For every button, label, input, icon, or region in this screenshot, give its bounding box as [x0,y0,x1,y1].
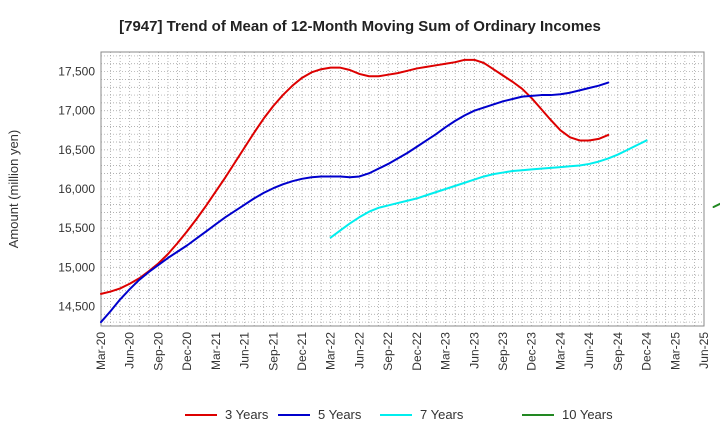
x-tick-labels: Mar-20 Jun-20 Sep-20 Dec-20 Mar-21 Jun-21 Sep-… [94,332,711,371]
legend-label: 10 Years [562,407,613,422]
x-tick-label: Mar-21 [209,332,223,370]
series-line-7-years [329,139,648,239]
x-tick-label: Mar-22 [324,332,338,370]
x-tick-label: Sep-20 [151,332,165,371]
plot-area [100,51,705,327]
x-tick-label: Dec-23 [525,332,539,371]
x-tick-label: Dec-21 [295,332,309,371]
legend-label: 3 Years [225,407,269,422]
x-tick-label: Dec-20 [180,332,194,371]
x-tick-label: Jun-24 [582,332,596,369]
series-lines [100,58,720,324]
x-tick-label: Mar-20 [94,332,108,370]
x-tick-label: Jun-20 [123,332,137,369]
y-tick-label: 17,000 [58,104,95,118]
x-tick-label: Sep-22 [381,332,395,371]
y-tick-label: 14,500 [58,299,95,313]
y-tick-label: 16,000 [58,182,95,196]
x-tick-label: Sep-24 [611,332,625,371]
y-tick-label: 16,500 [58,143,95,157]
legend-label: 5 Years [318,407,362,422]
x-tick-label: Mar-25 [668,332,682,370]
x-tick-label: Sep-23 [496,332,510,371]
chart-title: [7947] Trend of Mean of 12-Month Moving … [119,18,601,35]
series-line-10-years [712,202,720,209]
x-tick-label: Jun-25 [697,332,711,369]
y-tick-label: 15,500 [58,221,95,235]
legend-label: 7 Years [420,407,464,422]
x-tick-label: Dec-22 [410,332,424,371]
series-line-3-years [100,58,610,295]
legend: 3 Years 5 Years 7 Years 10 Years [185,407,613,422]
x-tick-label: Dec-24 [640,332,654,371]
y-tick-labels: 14,500 15,000 15,500 16,000 16,500 17,000 17,5… [58,65,95,314]
x-tick-label: Mar-24 [553,332,567,370]
x-tick-label: Jun-23 [467,332,481,369]
x-tick-label: Jun-22 [352,332,366,369]
y-axis-label: Amount (million yen) [6,130,21,249]
x-tick-label: Sep-21 [266,332,280,371]
series-line-5-years [100,81,610,324]
grid [101,52,704,326]
y-tick-label: 15,000 [58,260,95,274]
y-tick-label: 17,500 [58,65,95,79]
x-tick-label: Jun-21 [238,332,252,369]
x-tick-label: Mar-23 [439,332,453,370]
